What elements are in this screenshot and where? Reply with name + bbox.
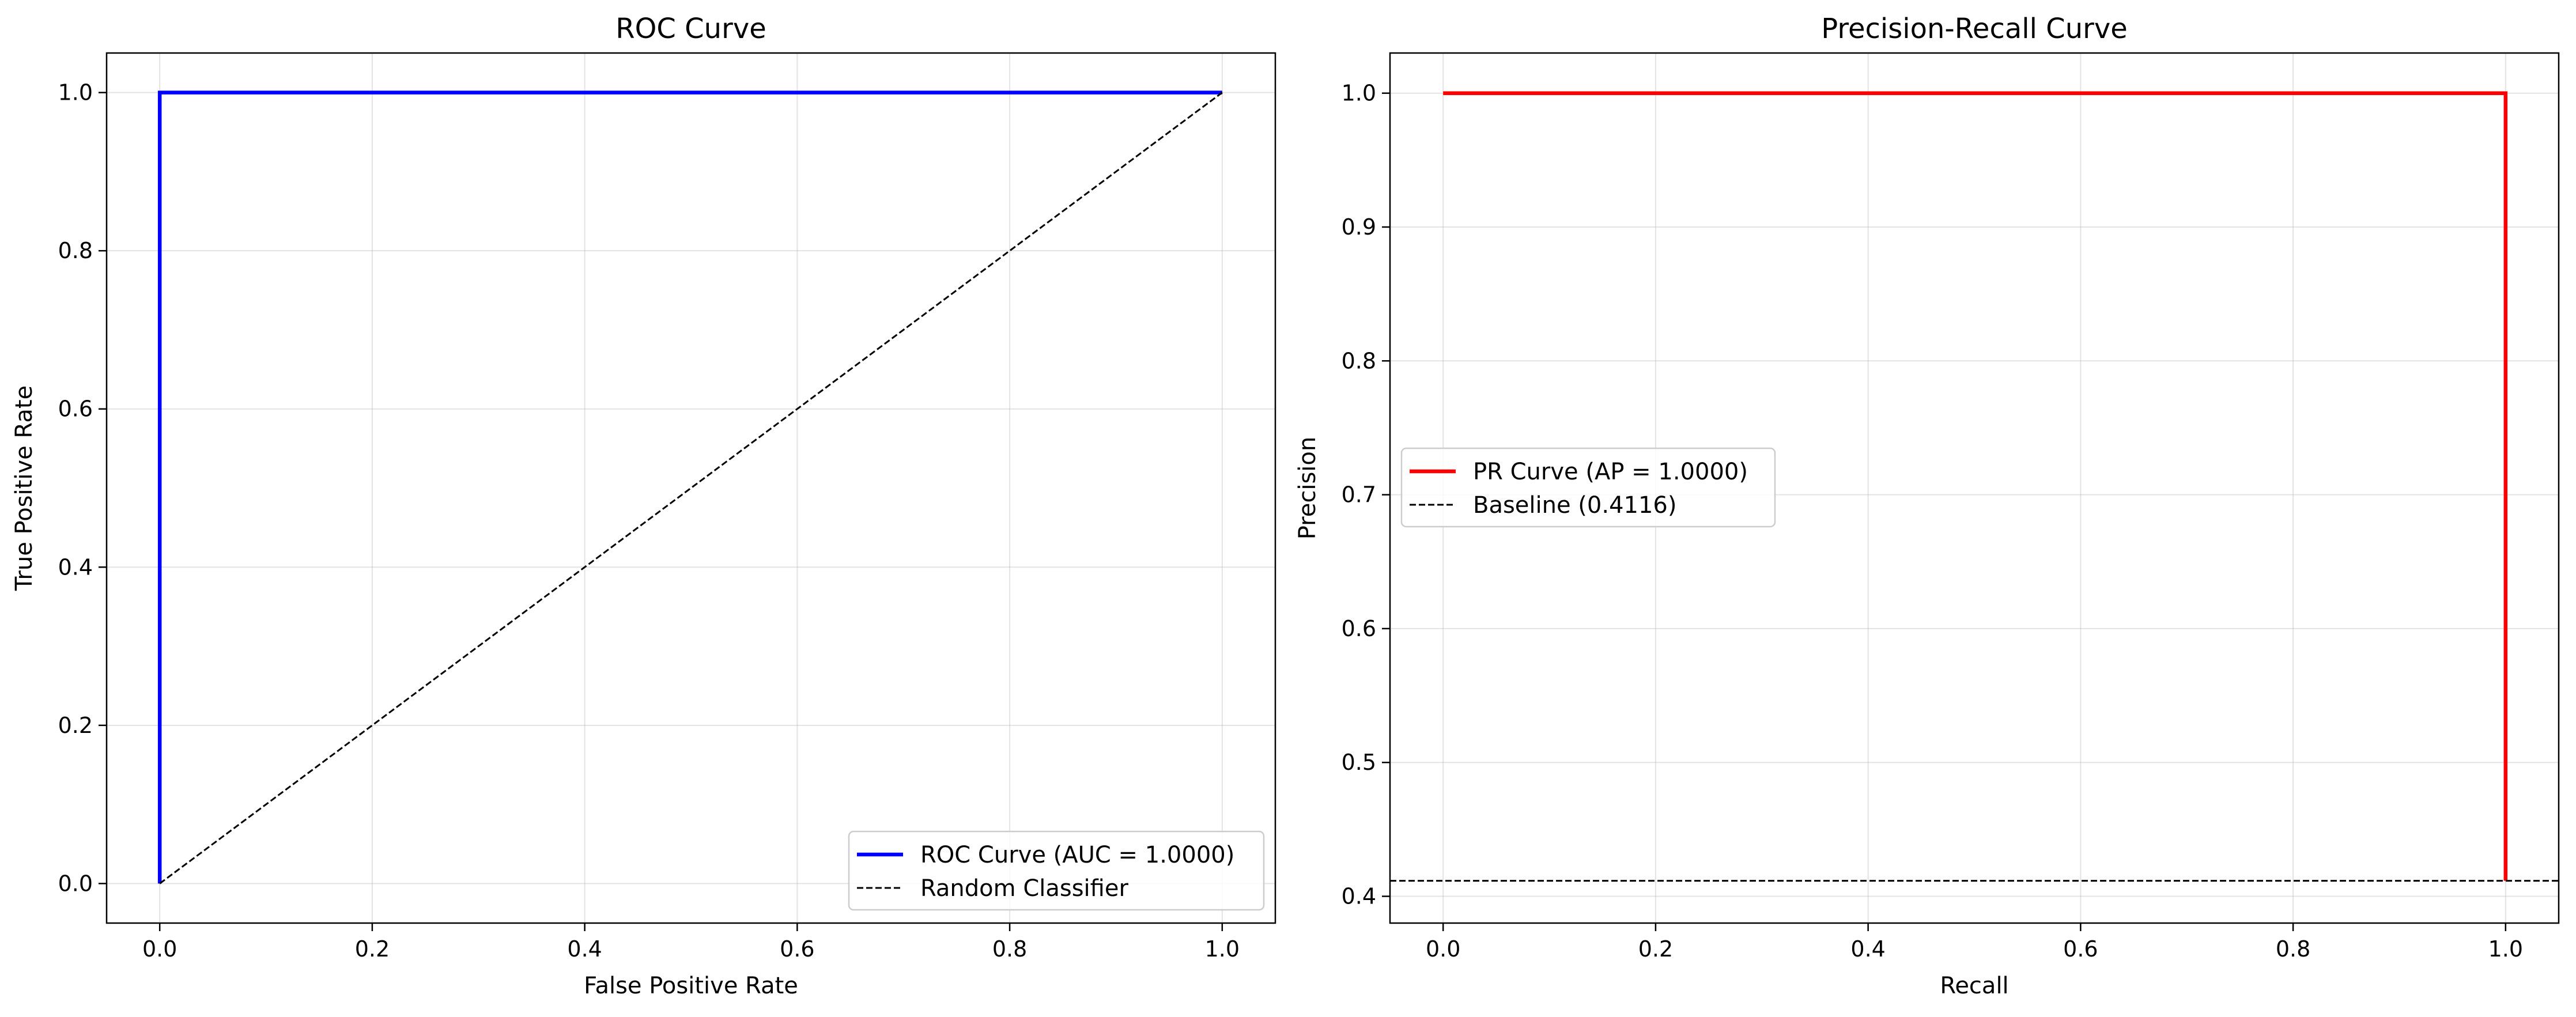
pr-ticks: 0.0 0.2 0.4 0.6 0.8 1.0 0.4 0.5 0.6 0.7 0.8 0.9 1.0	[1342, 81, 2523, 962]
roc-x-tick-label: 0.6	[780, 936, 814, 962]
roc-x-tick-label: 0.0	[142, 936, 177, 962]
roc-x-axis-label: False Positive Rate	[584, 973, 798, 999]
roc-y-tick-label: 0.0	[58, 871, 93, 896]
pr-y-tick-label: 0.9	[1342, 214, 1376, 240]
roc-chart: 0.0 0.2 0.4 0.6 0.8 1.0 0.0 0.2 0.4 0.6 0.8 1.0 ROC…	[11, 13, 1276, 999]
pr-y-axis-label: Precision	[1294, 437, 1321, 539]
roc-legend: ROC Curve (AUC = 1.0000) Random Classifi…	[848, 830, 1265, 911]
pr-series-main-line	[1443, 91, 2508, 881]
pr-series	[1390, 91, 2559, 882]
pr-x-tick-label: 0.0	[1426, 936, 1460, 962]
roc-y-axis-label: True Positive Rate	[11, 385, 37, 591]
pr-y-tick-label: 0.4	[1342, 884, 1376, 909]
roc-series	[157, 90, 1223, 884]
roc-ticks: 0.0 0.2 0.4 0.6 0.8 1.0 0.0 0.2 0.4 0.6 0.8 1.0	[58, 80, 1240, 962]
pr-x-tick-label: 1.0	[2488, 936, 2523, 962]
pr-x-tick-label: 0.2	[1638, 936, 1673, 962]
roc-series-dashed-line	[159, 92, 1223, 884]
pr-legend: PR Curve (AP = 1.0000) Baseline (0.4116)	[1400, 447, 1776, 528]
roc-legend-box	[848, 830, 1265, 911]
pr-legend-box	[1400, 447, 1776, 528]
roc-y-tick-label: 0.4	[58, 554, 93, 580]
roc-legend-label-roc: ROC Curve (AUC = 1.0000)	[920, 842, 1234, 868]
pr-y-tick-label: 0.5	[1342, 750, 1376, 775]
roc-y-tick-label: 0.2	[58, 713, 93, 738]
pr-plot-frame	[1389, 52, 2560, 924]
roc-chart-title: ROC Curve	[615, 13, 766, 45]
roc-x-tick-label: 0.8	[992, 936, 1027, 962]
roc-series-main-line	[157, 90, 1222, 884]
roc-x-tick-label: 0.4	[567, 936, 602, 962]
pr-legend-label-pr: PR Curve (AP = 1.0000)	[1473, 459, 1748, 485]
pr-x-tick-label: 0.8	[2276, 936, 2310, 962]
roc-y-tick-label: 0.8	[58, 238, 93, 263]
pr-x-tick-label: 0.4	[1850, 936, 1885, 962]
pr-legend-label-baseline: Baseline (0.4116)	[1473, 492, 1676, 519]
roc-x-tick-label: 1.0	[1205, 936, 1240, 962]
pr-y-tick-label: 0.6	[1342, 616, 1376, 641]
roc-legend-label-random: Random Classifier	[920, 875, 1128, 902]
roc-y-tick-label: 1.0	[58, 80, 93, 105]
roc-y-tick-label: 0.6	[58, 396, 93, 422]
pr-y-tick-label: 0.8	[1342, 348, 1376, 373]
roc-x-tick-label: 0.2	[355, 936, 390, 962]
pr-x-axis-label: Recall	[1940, 973, 2008, 999]
pr-x-tick-label: 0.6	[2063, 936, 2098, 962]
roc-plot-frame	[105, 52, 1276, 924]
pr-chart: 0.0 0.2 0.4 0.6 0.8 1.00.40.50.60.70.80.91.0 …	[1294, 13, 2560, 999]
pr-y-tick-label: 1.0	[1342, 81, 1376, 106]
pr-chart-title: Precision-Recall Curve	[1821, 13, 2128, 45]
pr-y-tick-label: 0.7	[1342, 482, 1376, 508]
